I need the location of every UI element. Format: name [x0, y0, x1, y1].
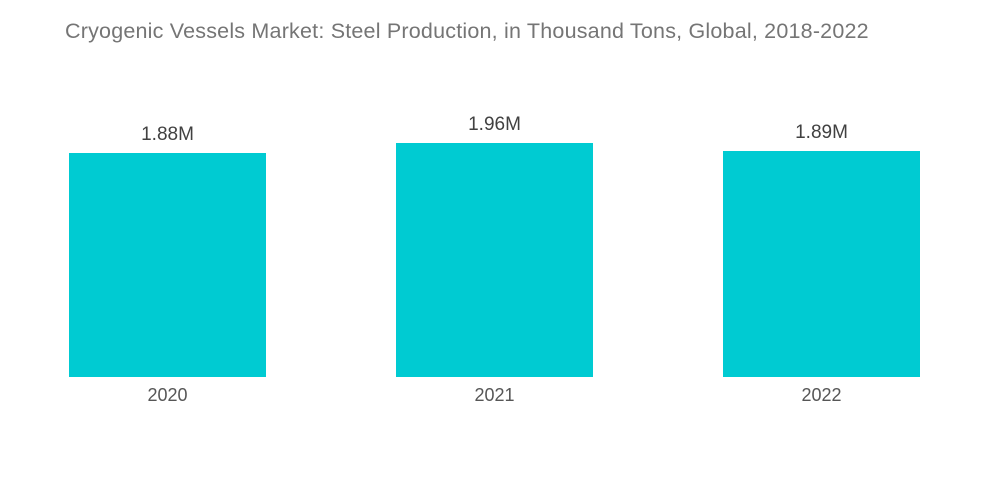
x-axis-tick-label: 2021 — [474, 385, 515, 405]
bar-group-2022: 1.89M 2022 — [723, 0, 920, 504]
bar-value-label: 1.96M — [468, 114, 521, 135]
bar-group-2020: 1.88M 2020 — [69, 0, 266, 504]
bar-group-2021: 1.96M 2021 — [396, 0, 593, 504]
x-axis-tick-label: 2020 — [147, 385, 188, 405]
bar-value-label: 1.88M — [141, 124, 194, 145]
bar-2022 — [723, 151, 920, 377]
x-axis-tick-label: 2022 — [801, 385, 842, 405]
bar-2021 — [396, 143, 593, 377]
bar-2020 — [69, 153, 266, 377]
bar-value-label: 1.89M — [795, 122, 848, 143]
chart-title: Cryogenic Vessels Market: Steel Producti… — [65, 19, 869, 43]
